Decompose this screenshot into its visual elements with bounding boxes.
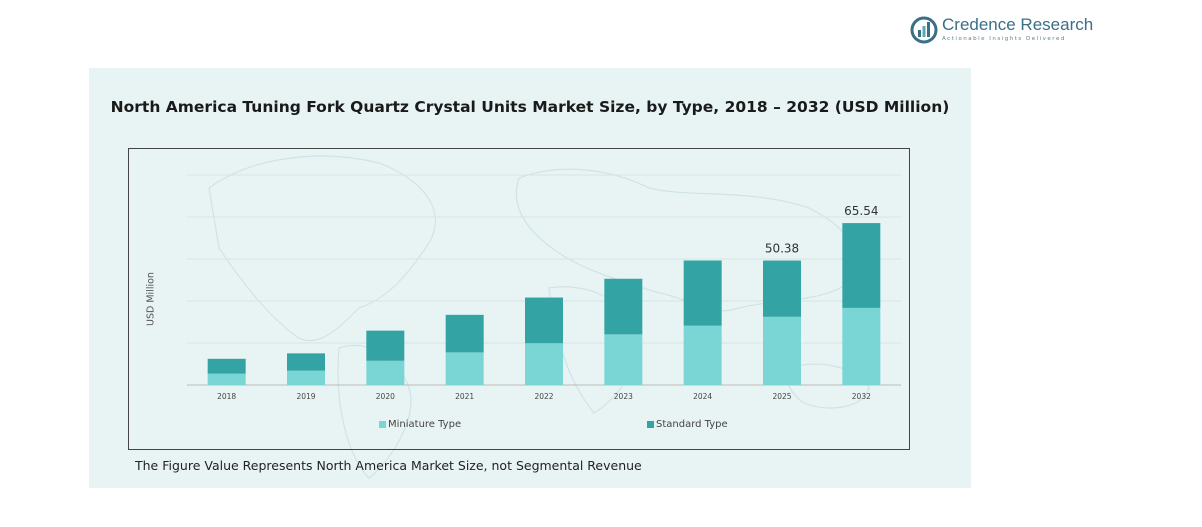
- bar-miniature-2021: [445, 352, 484, 385]
- x-tick-label-2022: 2022: [534, 392, 553, 401]
- bar-miniature-2022: [525, 343, 563, 385]
- stacked-bar-chart: 2018 2019 2020 2021 2022 2023 2024 2025 2032 50.3…: [187, 174, 901, 401]
- bar-standard-2023: [604, 278, 643, 335]
- brand-logo: Credence Research Actionable Insights De…: [910, 14, 1110, 48]
- x-tick-label-2023: 2023: [614, 392, 633, 401]
- bar-standard-2018: [207, 358, 246, 374]
- brand-name: Credence Research: [942, 15, 1094, 34]
- bar-miniature-2024: [683, 325, 722, 385]
- brand-tagline: Actionable Insights Delivered: [942, 36, 1066, 42]
- bar-standard-2025: [763, 260, 801, 317]
- legend-swatch-standard: [647, 420, 654, 428]
- y-axis-label: USD Million: [145, 272, 157, 326]
- legend-label-miniature: Miniature Type: [388, 419, 462, 430]
- bar-miniature-2018: [207, 373, 246, 385]
- x-tick-label-2025: 2025: [772, 392, 791, 401]
- bar-miniature-2023: [604, 334, 643, 385]
- bar-standard-2020: [366, 330, 405, 361]
- legend-label-standard: Standard Type: [656, 419, 728, 430]
- chart-panel: North America Tuning Fork Quartz Crystal…: [89, 68, 971, 488]
- logo-mark-icon: [910, 16, 938, 44]
- bar-standard-2019: [287, 353, 325, 371]
- bar-standard-2022: [525, 297, 563, 344]
- data-label-2032: 65.54: [844, 204, 878, 218]
- x-tick-label-2024: 2024: [693, 392, 712, 401]
- data-label-2025: 50.38: [765, 242, 799, 256]
- legend-swatch-miniature: [379, 420, 386, 428]
- bar-miniature-2020: [366, 360, 405, 385]
- legend-item-standard: Standard Type: [647, 419, 728, 430]
- bar-standard-2032: [842, 223, 881, 308]
- bar-standard-2021: [445, 314, 484, 353]
- legend-item-miniature: Miniature Type: [379, 419, 461, 430]
- x-tick-label-2021: 2021: [455, 392, 474, 401]
- chart-footnote: The Figure Value Represents North Americ…: [135, 458, 642, 473]
- x-tick-label-2020: 2020: [376, 392, 395, 401]
- chart-area: 2018 2019 2020 2021 2022 2023 2024 2025 2032 50.3…: [128, 148, 910, 450]
- bar-miniature-2019: [287, 370, 325, 385]
- x-tick-label-2019: 2019: [296, 392, 315, 401]
- bar-miniature-2032: [842, 307, 881, 385]
- bar-miniature-2025: [763, 316, 801, 385]
- x-tick-label-2032: 2032: [852, 392, 871, 401]
- chart-title: North America Tuning Fork Quartz Crystal…: [110, 98, 950, 116]
- x-tick-label-2018: 2018: [217, 392, 236, 401]
- bar-standard-2024: [683, 260, 722, 326]
